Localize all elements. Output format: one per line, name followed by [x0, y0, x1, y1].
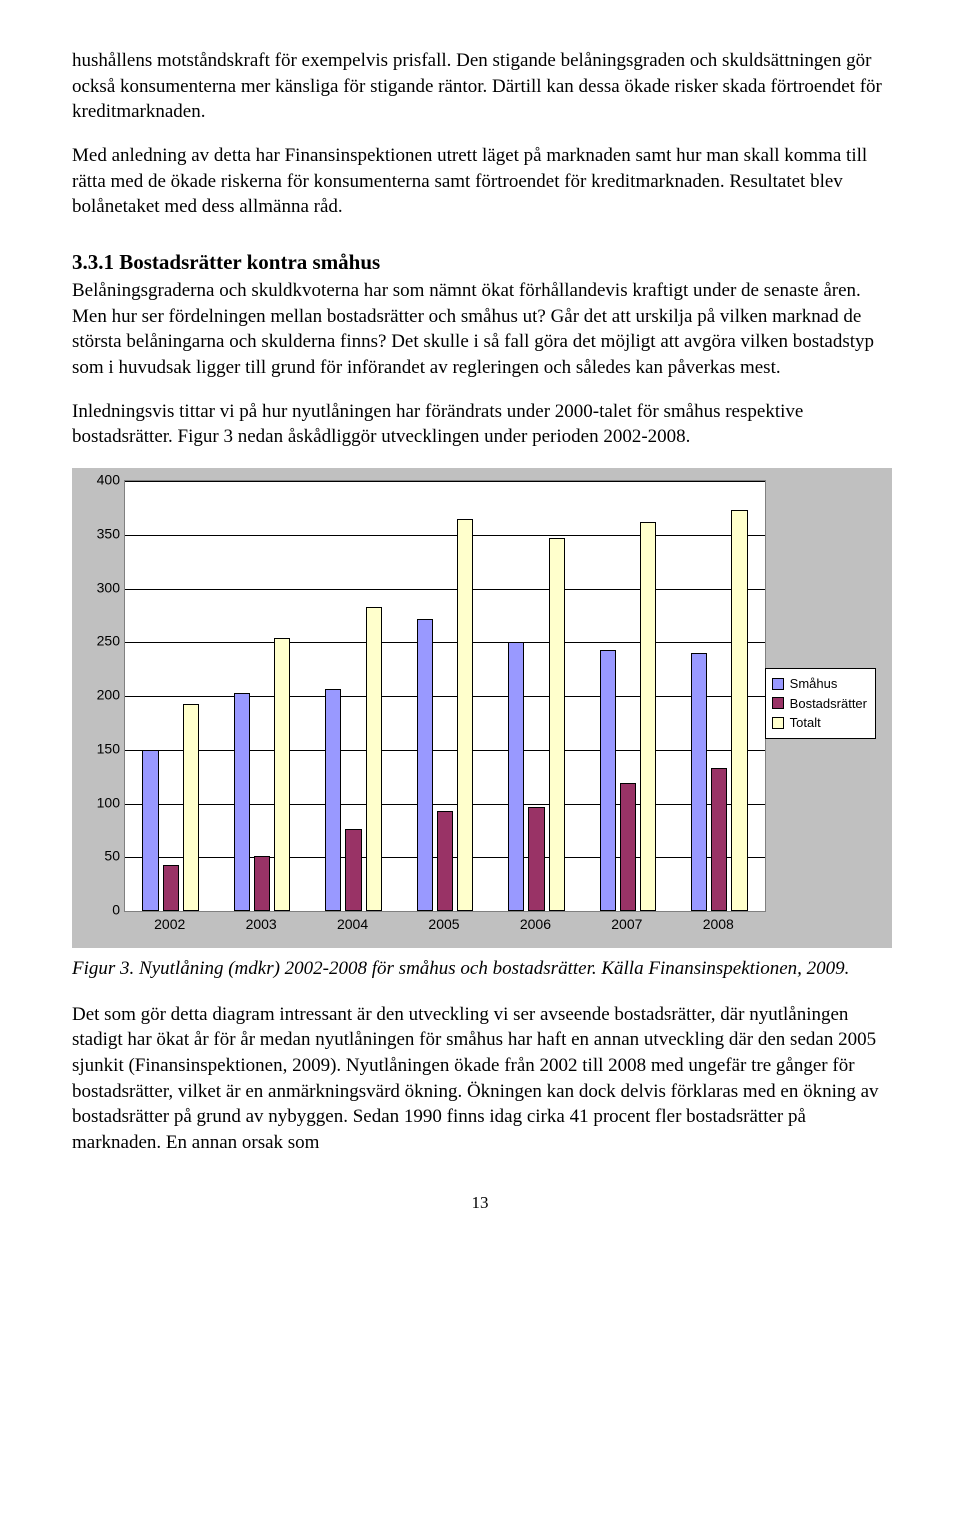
chart-bar — [345, 829, 361, 911]
chart-bar — [711, 768, 727, 911]
chart-bar — [731, 510, 747, 911]
chart-plot-area — [124, 480, 766, 912]
chart-y-tick: 150 — [76, 739, 120, 758]
chart-gridline — [125, 642, 765, 643]
chart-gridline — [125, 535, 765, 536]
legend-swatch — [772, 678, 784, 690]
chart-bar — [528, 807, 544, 911]
legend-item: Totalt — [772, 714, 867, 732]
chart-bar — [620, 783, 636, 911]
body-paragraph: Belåningsgraderna och skuldkvoterna har … — [72, 278, 888, 381]
chart-bar — [274, 638, 290, 911]
chart-bar — [183, 704, 199, 911]
chart-bar — [325, 689, 341, 912]
body-paragraph: Inledningsvis tittar vi på hur nyutlånin… — [72, 399, 888, 450]
chart-bar — [549, 538, 565, 911]
chart-y-tick: 50 — [76, 847, 120, 866]
chart-bar — [163, 865, 179, 911]
chart-bar — [691, 653, 707, 911]
chart-y-tick: 400 — [76, 471, 120, 490]
chart-x-tick: 2007 — [611, 915, 642, 934]
chart-gridline — [125, 589, 765, 590]
chart-gridline — [125, 750, 765, 751]
chart-y-tick: 250 — [76, 632, 120, 651]
legend-item: Småhus — [772, 675, 867, 693]
chart-x-tick: 2005 — [428, 915, 459, 934]
chart-bar — [457, 519, 473, 911]
chart-bar — [142, 750, 158, 911]
bar-chart: Småhus BostadsrätterTotalt 0 50 100 150 200 25… — [72, 468, 892, 948]
legend-label: Totalt — [790, 714, 821, 732]
chart-x-tick: 2006 — [520, 915, 551, 934]
section-heading: 3.3.1 Bostadsrätter kontra småhus — [72, 248, 888, 276]
legend-swatch — [772, 717, 784, 729]
chart-bar — [437, 811, 453, 911]
body-paragraph: hushållens motståndskraft för exempelvis… — [72, 48, 888, 125]
chart-bar — [417, 619, 433, 911]
chart-bar — [254, 856, 270, 911]
chart-x-tick: 2002 — [154, 915, 185, 934]
chart-y-tick: 0 — [76, 901, 120, 920]
chart-bar — [508, 642, 524, 911]
chart-bar — [366, 607, 382, 911]
page-number: 13 — [72, 1192, 888, 1215]
chart-bar — [234, 693, 250, 911]
body-paragraph: Med anledning av detta har Finansinspekt… — [72, 143, 888, 220]
chart-gridline — [125, 804, 765, 805]
chart-bar — [640, 522, 656, 911]
legend-label: Bostadsrätter — [790, 695, 867, 713]
chart-legend: Småhus BostadsrätterTotalt — [765, 668, 876, 739]
chart-y-tick: 350 — [76, 524, 120, 543]
figure-caption: Figur 3. Nyutlåning (mdkr) 2002-2008 för… — [72, 956, 888, 982]
legend-label: Småhus — [790, 675, 838, 693]
legend-item: Bostadsrätter — [772, 695, 867, 713]
chart-gridline — [125, 696, 765, 697]
chart-bar — [600, 650, 616, 911]
chart-y-tick: 200 — [76, 686, 120, 705]
chart-x-tick: 2004 — [337, 915, 368, 934]
chart-gridline — [125, 481, 765, 482]
chart-y-tick: 300 — [76, 578, 120, 597]
legend-swatch — [772, 697, 784, 709]
chart-x-tick: 2008 — [703, 915, 734, 934]
body-paragraph: Det som gör detta diagram intressant är … — [72, 1002, 888, 1156]
chart-x-tick: 2003 — [246, 915, 277, 934]
chart-y-tick: 100 — [76, 793, 120, 812]
